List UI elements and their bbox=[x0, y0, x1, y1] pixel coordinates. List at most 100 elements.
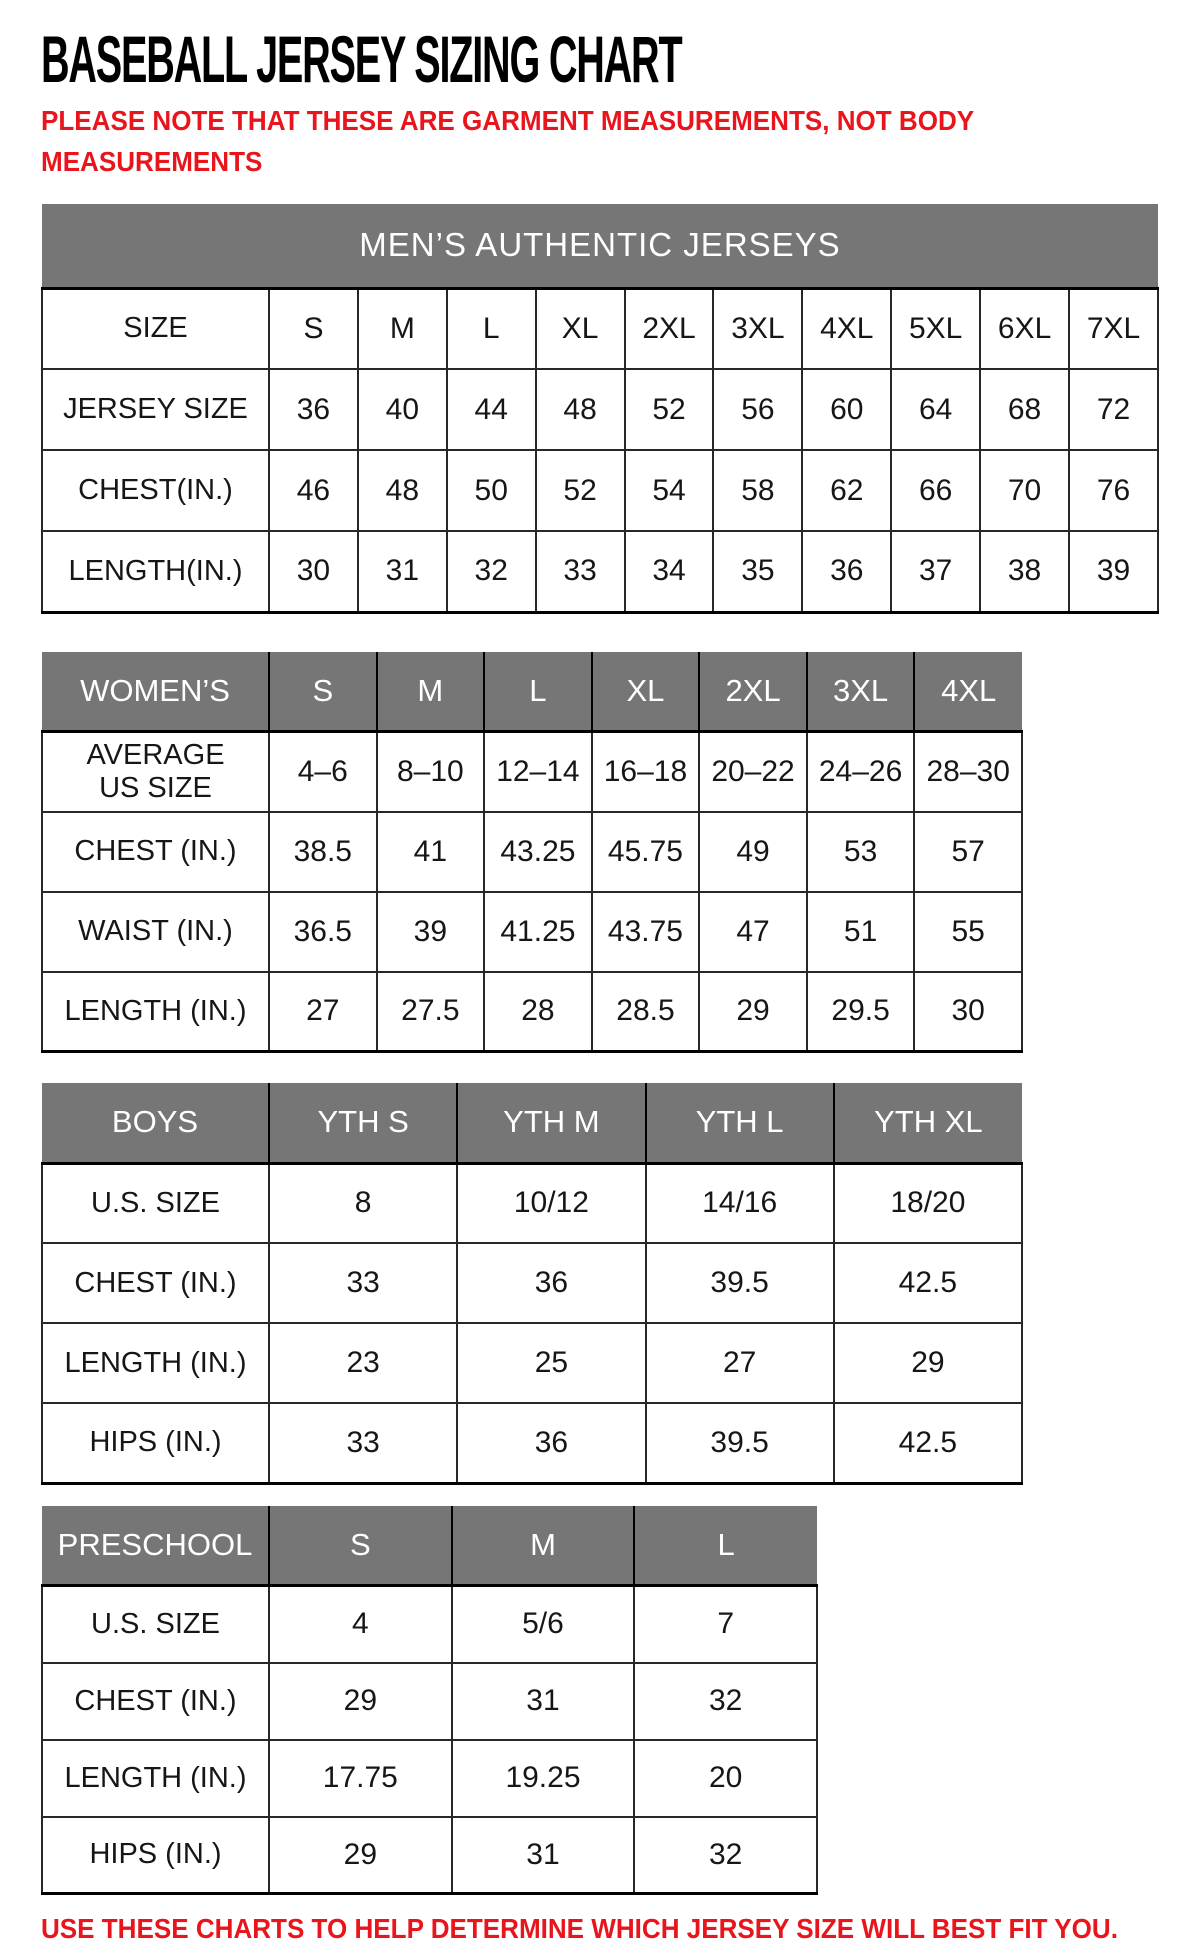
table-title-cell: WOMEN’S bbox=[42, 651, 269, 733]
table-cell: 39 bbox=[375, 890, 486, 973]
table-cell: L bbox=[445, 287, 537, 370]
table-title-cell: BOYS bbox=[42, 1083, 269, 1165]
table-cell: 20–22 bbox=[698, 730, 808, 813]
column-header: YTH XL bbox=[832, 1083, 1022, 1165]
column-header: XL bbox=[590, 651, 700, 733]
table-cell: 17.75 bbox=[268, 1738, 453, 1818]
table-cell: 14/16 bbox=[644, 1162, 835, 1244]
page-title: BASEBALL JERSEY SIZING CHART bbox=[41, 22, 683, 96]
row-label: U.S. SIZE bbox=[41, 1162, 270, 1244]
table-cell: 39.5 bbox=[644, 1402, 835, 1485]
table-cell: 45.75 bbox=[590, 810, 701, 893]
table-cell: 33 bbox=[267, 1402, 459, 1485]
table-cell: 5/6 bbox=[450, 1584, 636, 1664]
table-cell: M bbox=[356, 287, 448, 370]
table-cell: 43.75 bbox=[590, 890, 701, 973]
table-cell: 48 bbox=[534, 368, 626, 451]
table-cell: 46 bbox=[268, 449, 359, 532]
table-cell: 34 bbox=[623, 530, 715, 614]
row-label: LENGTH (IN.) bbox=[41, 1322, 270, 1404]
table-banner: MEN’S AUTHENTIC JERSEYS bbox=[42, 204, 1158, 290]
table-cell: 72 bbox=[1068, 368, 1159, 451]
table-cell: 28–30 bbox=[913, 730, 1023, 813]
table-cell: 20 bbox=[633, 1738, 818, 1818]
table-cell: 7XL bbox=[1068, 287, 1159, 370]
table-cell: 48 bbox=[356, 449, 448, 532]
table-cell: XL bbox=[534, 287, 626, 370]
table-cell: 23 bbox=[267, 1322, 459, 1404]
table-row: SIZE S M L XL 2XL 3XL 4XL 5XL 6XL 7XL bbox=[41, 287, 1159, 370]
table-cell: 40 bbox=[356, 368, 448, 451]
table-cell: 28.5 bbox=[590, 970, 701, 1053]
boys-sizing-table: BOYS YTH S YTH M YTH L YTH XL U.S. SIZE 8 10/12… bbox=[41, 1083, 1024, 1485]
table-cell: 29.5 bbox=[805, 970, 916, 1053]
row-label: LENGTH (IN.) bbox=[41, 1738, 270, 1818]
table-cell: 44 bbox=[445, 368, 537, 451]
table-cell: 47 bbox=[698, 890, 808, 973]
fit-help-note: USE THESE CHARTS TO HELP DETERMINE WHICH… bbox=[41, 1913, 1118, 1944]
table-cell: 50 bbox=[445, 449, 537, 532]
table-cell: 31 bbox=[450, 1815, 636, 1895]
column-header: S bbox=[268, 651, 377, 733]
table-cell: 54 bbox=[623, 449, 715, 532]
table-cell: 30 bbox=[268, 530, 359, 614]
table-cell: 31 bbox=[450, 1661, 636, 1741]
table-row: U.S. SIZE 8 10/12 14/16 18/20 bbox=[41, 1162, 1024, 1244]
table-cell: 25 bbox=[456, 1322, 647, 1404]
table-cell: 33 bbox=[534, 530, 626, 614]
table-cell: 60 bbox=[801, 368, 893, 451]
table-cell: 8–10 bbox=[375, 730, 486, 813]
table-cell: 36 bbox=[801, 530, 893, 614]
column-header: 4XL bbox=[913, 651, 1022, 733]
column-header: L bbox=[483, 651, 592, 733]
table-cell: 52 bbox=[623, 368, 715, 451]
table-title-cell: PRESCHOOL bbox=[42, 1505, 269, 1587]
row-label: WAIST (IN.) bbox=[41, 890, 270, 973]
table-cell: 2XL bbox=[623, 287, 715, 370]
row-label: CHEST (IN.) bbox=[41, 1242, 270, 1324]
table-cell: 38.5 bbox=[268, 810, 378, 893]
table-cell: 16–18 bbox=[590, 730, 701, 813]
table-cell: 19.25 bbox=[450, 1738, 636, 1818]
row-label: U.S. SIZE bbox=[41, 1584, 270, 1664]
table-cell: 39.5 bbox=[644, 1242, 835, 1324]
header-row: MEN’S AUTHENTIC JERSEYS bbox=[42, 204, 1158, 290]
table-cell: 66 bbox=[890, 449, 982, 532]
table-cell: 64 bbox=[890, 368, 982, 451]
column-header: 2XL bbox=[698, 651, 807, 733]
table-cell: 27 bbox=[268, 970, 378, 1053]
table-cell: 41 bbox=[375, 810, 486, 893]
header-row: BOYS YTH S YTH M YTH L YTH XL bbox=[42, 1083, 1022, 1165]
preschool-sizing-table: PRESCHOOL S M L U.S. SIZE 4 5/6 7 CHEST (IN.) 29 3… bbox=[41, 1505, 818, 1895]
table-cell: 8 bbox=[267, 1162, 459, 1244]
table-cell: 24–26 bbox=[805, 730, 916, 813]
garment-measurement-note: PLEASE NOTE THAT THESE ARE GARMENT MEASU… bbox=[41, 105, 975, 177]
table-cell: 37 bbox=[890, 530, 982, 614]
table-row: CHEST(IN.) 46 48 50 52 54 58 62 66 70 76 bbox=[41, 449, 1159, 532]
table-cell: 35 bbox=[712, 530, 804, 614]
mens-sizing-table: MEN’S AUTHENTIC JERSEYS SIZE S M L XL 2XL 3XL 4X… bbox=[41, 204, 1159, 614]
table-cell: 29 bbox=[268, 1815, 453, 1895]
column-header: M bbox=[450, 1505, 635, 1587]
column-header: YTH S bbox=[267, 1083, 458, 1165]
header-row: PRESCHOOL S M L bbox=[42, 1505, 817, 1587]
table-row: CHEST (IN.) 29 31 32 bbox=[41, 1661, 818, 1741]
table-cell: 55 bbox=[913, 890, 1023, 973]
table-cell: 4–6 bbox=[268, 730, 378, 813]
table-cell: 31 bbox=[356, 530, 448, 614]
table-row: U.S. SIZE 4 5/6 7 bbox=[41, 1584, 818, 1664]
table-row: JERSEY SIZE 36 40 44 48 52 56 60 64 68 72 bbox=[41, 368, 1159, 451]
table-cell: 36.5 bbox=[268, 890, 378, 973]
table-cell: 56 bbox=[712, 368, 804, 451]
table-cell: 36 bbox=[456, 1402, 647, 1485]
table-row: HIPS (IN.) 33 36 39.5 42.5 bbox=[41, 1402, 1024, 1485]
table-cell: 52 bbox=[534, 449, 626, 532]
column-header: YTH M bbox=[456, 1083, 646, 1165]
row-label: LENGTH (IN.) bbox=[41, 970, 270, 1053]
table-cell: 32 bbox=[633, 1661, 818, 1741]
row-label: LENGTH(IN.) bbox=[41, 530, 270, 614]
table-cell: 27.5 bbox=[375, 970, 486, 1053]
table-cell: S bbox=[268, 287, 359, 370]
table-cell: 51 bbox=[805, 890, 916, 973]
table-cell: 32 bbox=[633, 1815, 818, 1895]
